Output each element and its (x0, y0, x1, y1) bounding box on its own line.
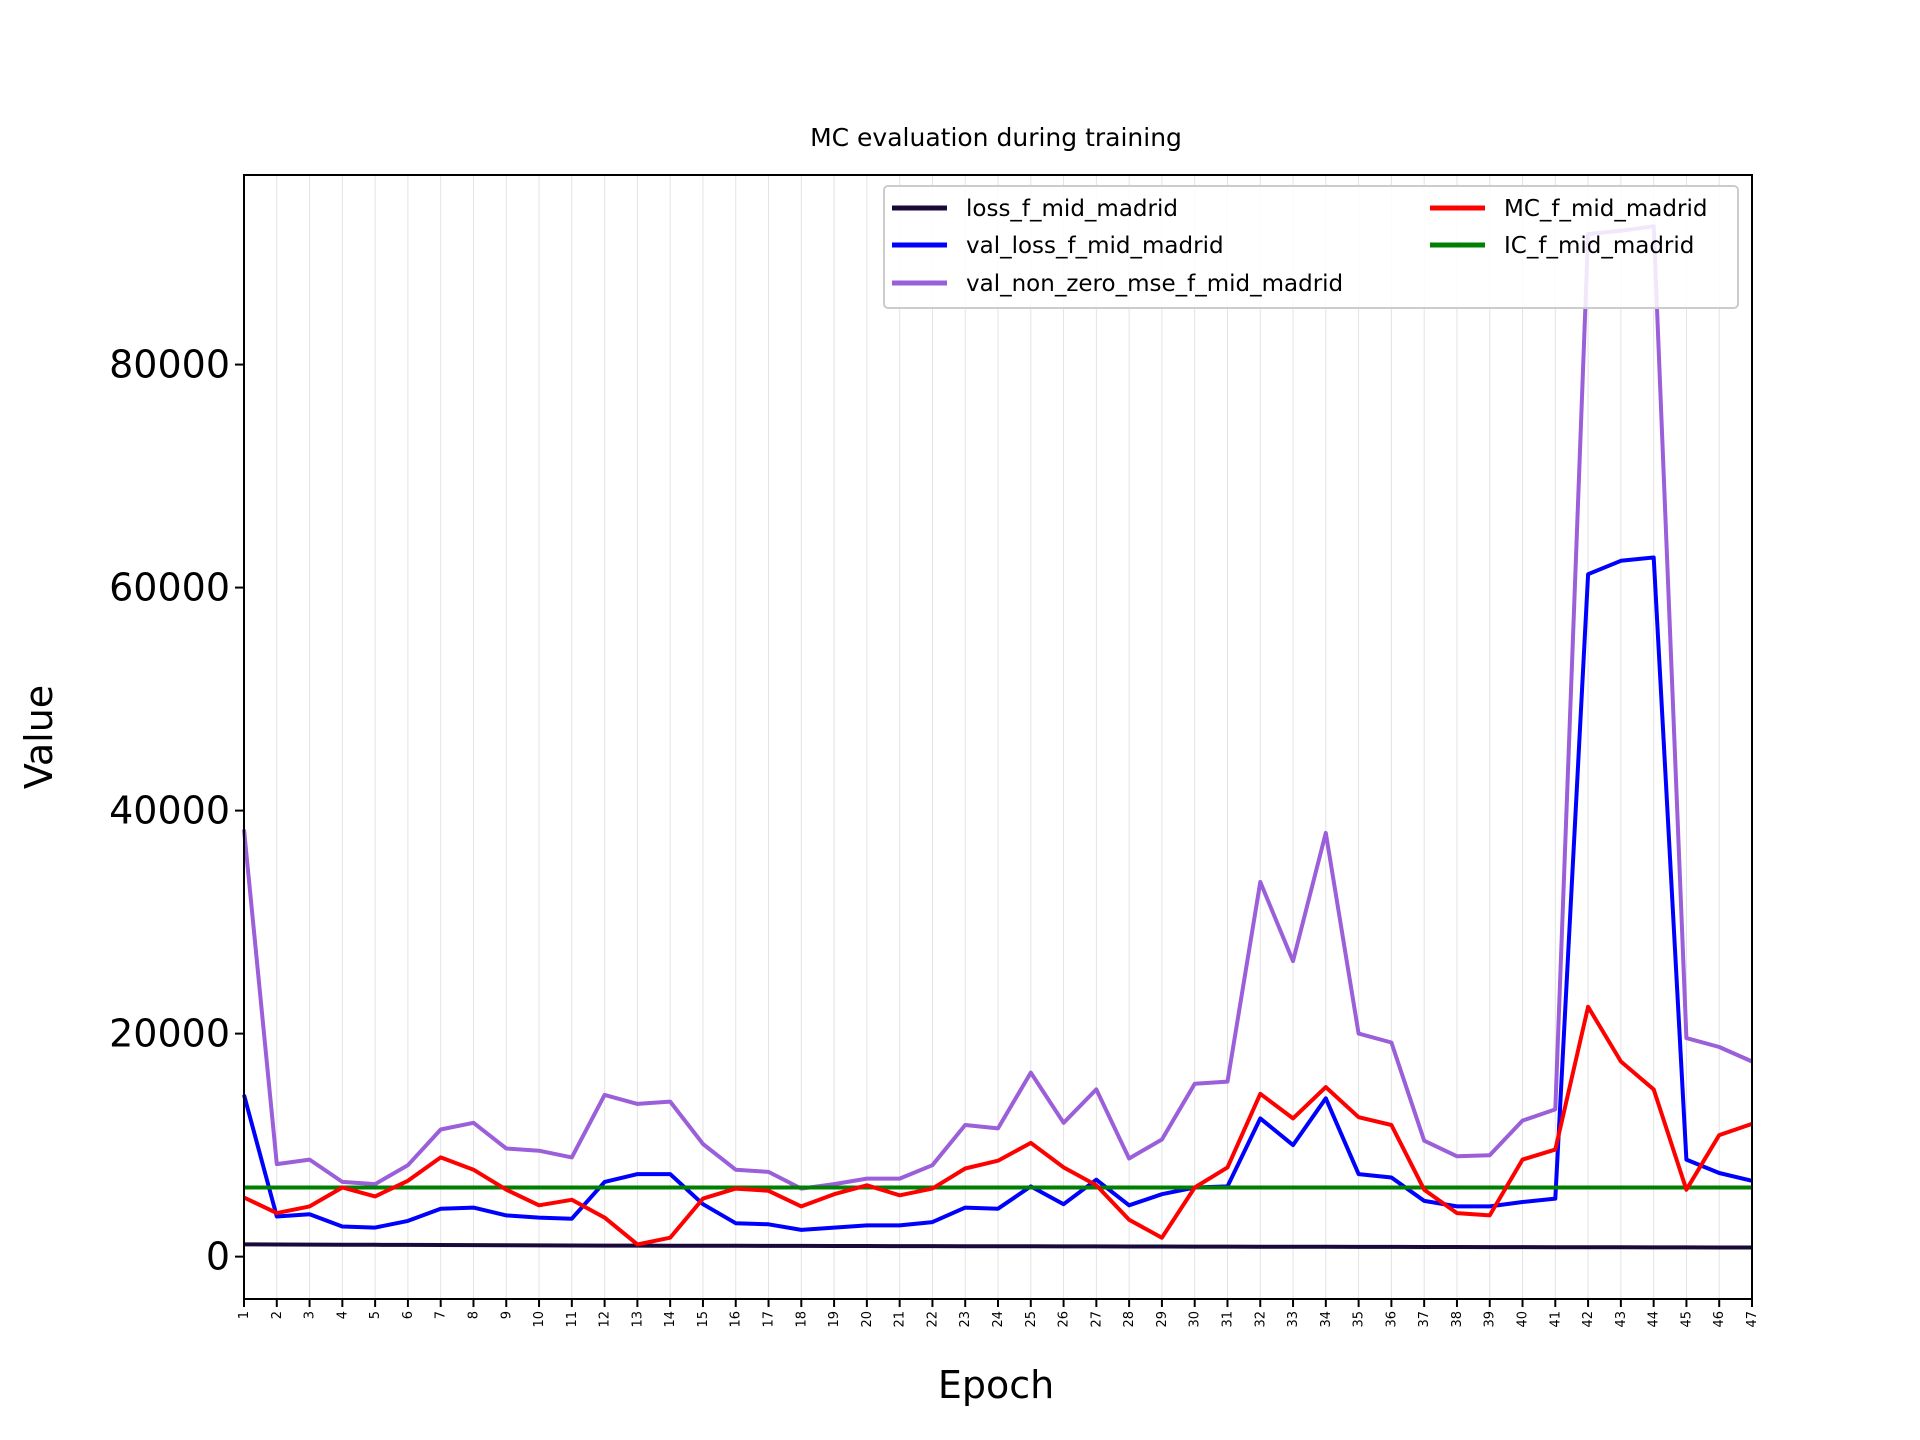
x-tick-label: 34 (1319, 1311, 1334, 1328)
x-tick-label: 3 (303, 1311, 318, 1319)
y-tick-label: 20000 (109, 1012, 230, 1056)
vertical-grid (243, 175, 1753, 1299)
x-tick-label: 15 (696, 1311, 711, 1328)
x-tick-label: 26 (1057, 1311, 1072, 1328)
series-lines (242, 224, 1753, 1250)
x-tick-label: 36 (1384, 1311, 1399, 1328)
x-tick-label: 45 (1679, 1311, 1694, 1328)
x-tick-label: 18 (794, 1311, 809, 1328)
y-tick-label: 80000 (109, 343, 230, 387)
y-tick-label: 0 (206, 1235, 230, 1279)
x-tick-label: 41 (1548, 1311, 1563, 1328)
x-tick-label: 27 (1089, 1311, 1104, 1328)
x-tick-label: 9 (499, 1311, 514, 1319)
x-tick-label: 30 (1188, 1311, 1203, 1328)
x-tick-label: 31 (1220, 1311, 1235, 1328)
legend-box (883, 185, 1739, 309)
legend-label: MC_f_mid_madrid (1504, 196, 1707, 222)
x-tick-label: 20 (860, 1311, 875, 1328)
x-tick-label: 11 (565, 1311, 580, 1328)
x-tick-label: 44 (1647, 1311, 1662, 1328)
x-tick-label: 5 (368, 1311, 383, 1319)
x-tick-label: 7 (434, 1311, 449, 1319)
x-tick-label: 16 (729, 1311, 744, 1328)
x-tick-label: 37 (1417, 1311, 1432, 1328)
x-tick-label: 46 (1712, 1311, 1727, 1328)
x-tick-label: 21 (893, 1311, 908, 1328)
x-tick-label: 14 (663, 1311, 678, 1328)
x-tick-label: 38 (1450, 1311, 1465, 1328)
x-tick-label: 23 (958, 1311, 973, 1328)
legend: loss_f_mid_madrid val_loss_f_mid_madridva… (883, 185, 1739, 309)
legend-label: loss_f_mid_madrid (966, 196, 1178, 222)
x-axis: 1 2 3 4 5 6 7 8 9 10 11 12 13 14 15 16 17 18 19 20 21 22 23 24 2… (237, 1299, 1760, 1328)
x-tick-label: 47 (1745, 1311, 1760, 1328)
series-line-MC_f_mid_madrid (243, 1004, 1753, 1247)
x-tick-label: 8 (466, 1311, 481, 1319)
x-tick-label: 24 (991, 1311, 1006, 1328)
x-tick-label: 19 (827, 1311, 842, 1328)
chart-title: MC evaluation during training (810, 123, 1182, 152)
legend-label: val_loss_f_mid_madrid (966, 233, 1224, 259)
x-tick-label: 22 (925, 1311, 940, 1328)
x-tick-label: 43 (1614, 1311, 1629, 1328)
series-line-val_non_zero_mse_f_mid_madrid (242, 224, 1753, 1191)
x-tick-label: 32 (1253, 1311, 1268, 1328)
x-tick-label: 17 (762, 1311, 777, 1328)
x-tick-label: 13 (630, 1311, 645, 1328)
series-line-loss_f_mid_madrid (243, 1242, 1752, 1250)
x-tick-label: 25 (1024, 1311, 1039, 1328)
y-tick-label: 60000 (109, 566, 230, 610)
x-tick-label: 29 (1155, 1311, 1170, 1328)
x-tick-label: 42 (1581, 1311, 1596, 1328)
x-tick-label: 1 (237, 1311, 252, 1319)
x-tick-label: 2 (270, 1311, 285, 1319)
x-axis-label: Epoch (938, 1363, 1054, 1407)
x-tick-label: 39 (1483, 1311, 1498, 1328)
legend-label: IC_f_mid_madrid (1504, 233, 1694, 259)
legend-label: val_non_zero_mse_f_mid_madrid (966, 271, 1343, 297)
x-tick-label: 10 (532, 1311, 547, 1328)
x-tick-label: 6 (401, 1311, 416, 1319)
x-tick-label: 12 (598, 1311, 613, 1328)
x-tick-label: 33 (1286, 1311, 1301, 1328)
series-line-val_loss_f_mid_madrid (242, 555, 1753, 1232)
y-axis: 0 20000 40000 60000 80000 (109, 343, 244, 1279)
x-tick-label: 40 (1516, 1311, 1531, 1328)
y-tick-label: 40000 (109, 789, 230, 833)
y-axis-label: Value (17, 685, 61, 789)
x-tick-label: 35 (1352, 1311, 1367, 1328)
x-tick-label: 28 (1122, 1311, 1137, 1328)
x-tick-label: 4 (335, 1311, 350, 1319)
